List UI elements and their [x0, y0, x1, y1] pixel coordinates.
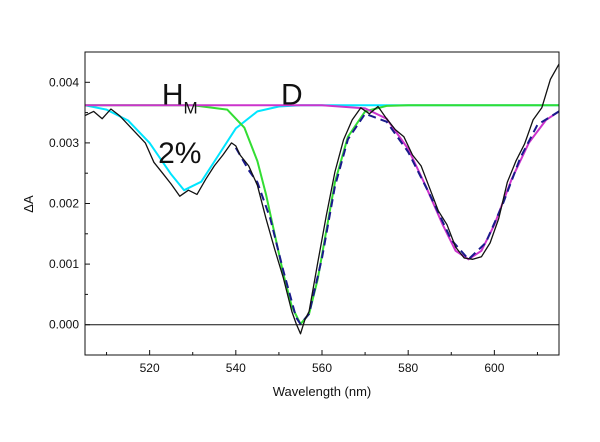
x-tick-label: 540 — [226, 361, 246, 375]
series-line-5 — [84, 63, 560, 335]
series-layer — [84, 63, 560, 335]
x-tick-label: 520 — [140, 361, 160, 375]
y-axis-title: ΔA — [21, 195, 36, 213]
y-tick-label: 0.000 — [49, 318, 79, 332]
annotation-label-3: 2% — [158, 137, 201, 170]
x-tick-label: 600 — [484, 361, 504, 375]
annotation-subscript: M — [184, 98, 198, 117]
x-tick-label: 580 — [398, 361, 418, 375]
annotation-label-2: D — [281, 78, 303, 111]
series-line-4 — [234, 110, 560, 326]
y-tick-label: 0.001 — [49, 257, 79, 271]
y-axis: 0.000 0.001 0.002 0.003 0.004 — [49, 75, 90, 332]
plot-background — [85, 52, 559, 355]
x-axis: 520 540 560 580 600 — [106, 350, 538, 375]
y-tick-label: 0.002 — [49, 197, 79, 211]
x-tick-label: 560 — [312, 361, 332, 375]
x-axis-title: Wavelength (nm) — [273, 384, 372, 399]
y-tick-label: 0.004 — [49, 75, 79, 89]
series-line-3 — [85, 104, 560, 261]
y-tick-label: 0.003 — [49, 136, 79, 150]
